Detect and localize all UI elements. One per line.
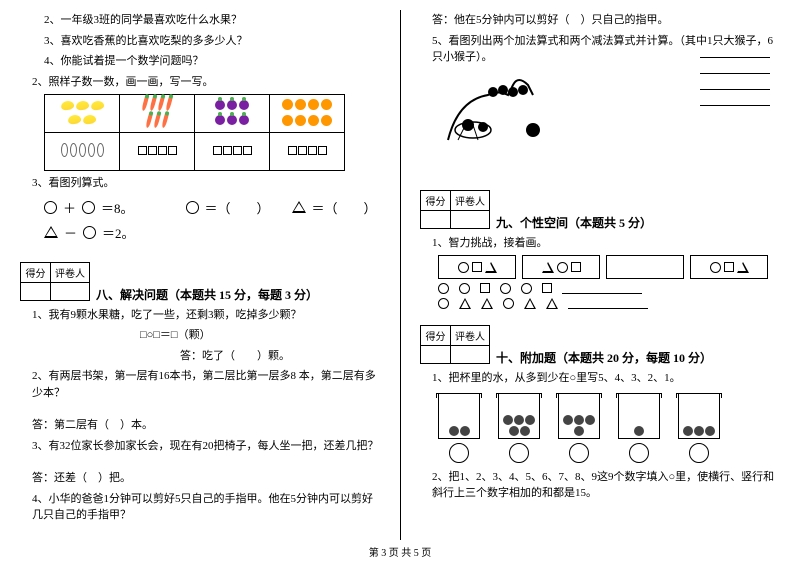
- answer-text: 答：还差（ ）把。: [20, 470, 380, 487]
- triangle-icon: [292, 201, 306, 213]
- problem-text: 3、有32位家长参加家长会，现在有20把椅子，每人坐一把，还差几把？: [20, 438, 380, 455]
- section-title: 十、附加题（本题共 20 分，每题 10 分）: [496, 349, 712, 366]
- monkey-image: [438, 70, 578, 150]
- score-box: 得分评卷人: [20, 262, 90, 301]
- problem-text: 1、智力挑战，接着画。: [420, 235, 780, 252]
- cell-empty-grid: [270, 133, 345, 171]
- question-text: 3、喜欢吃香蕉的比喜欢吃梨的多多少人？: [20, 33, 380, 50]
- cell-empty-grid: [120, 133, 195, 171]
- cell-carrots: [120, 95, 195, 133]
- circle-icon: [186, 201, 199, 214]
- equation-blank: □○□＝□（颗）: [20, 327, 380, 344]
- score-box: 得分评卷人: [420, 190, 490, 229]
- left-column: 2、一年级3班的同学最喜欢吃什么水果？ 3、喜欢吃香蕉的比喜欢吃梨的多多少人？ …: [0, 0, 400, 540]
- pattern-row: [438, 255, 780, 279]
- problem-text: 2、有两层书架，第一层有16本书，第二层比第一层多8 本，第二层有多少本？: [20, 368, 380, 401]
- cup-item: [618, 393, 660, 463]
- section-title: 九、个性空间（本题共 5 分）: [496, 214, 652, 231]
- triangle-icon: [44, 226, 58, 238]
- cup-item: [558, 393, 600, 463]
- cell-empty-grid: [195, 133, 270, 171]
- question-text: 4、你能试着提一个数学问题吗？: [20, 53, 380, 70]
- cell-ovals: [45, 133, 120, 171]
- question-text: 2、一年级3班的同学最喜欢吃什么水果？: [20, 12, 380, 29]
- problem-text: 1、把杯里的水，从多到少在○里写5、4、3、2、1。: [420, 370, 780, 387]
- cup-row: [438, 393, 780, 463]
- right-column: 答：他在5分钟内可以剪好（ ）只自己的指甲。 5、看图列出两个加法算式和两个减法…: [400, 0, 800, 540]
- circle-icon: [44, 201, 57, 214]
- circle-icon: [82, 201, 95, 214]
- answer-text: 答：吃了（ ）颗。: [20, 348, 380, 365]
- question-text: 3、看图列算式。: [20, 175, 380, 192]
- problem-text: 1、我有9颗水果糖，吃了一些，还剩3颗，吃掉多少颗？: [20, 307, 380, 324]
- cup-item: [438, 393, 480, 463]
- cell-beets: [195, 95, 270, 133]
- answer-text: 答：他在5分钟内可以剪好（ ）只自己的指甲。: [420, 12, 780, 29]
- answer-text: 答：第二层有（ ）本。: [20, 417, 380, 434]
- equation-row: ＋ ＝8。 ＝（ ） ＝（ ）: [44, 198, 380, 217]
- section-title: 八、解决问题（本题共 15 分，每题 3 分）: [96, 286, 318, 303]
- circle-icon: [83, 226, 96, 239]
- cell-lemons: [45, 95, 120, 133]
- column-divider: [400, 10, 401, 540]
- shape-row: [438, 298, 780, 309]
- problem-text: 4、小华的爸爸1分钟可以剪好5只自己的手指甲。他在5分钟内可以剪好几只自己的手指…: [20, 491, 380, 524]
- page-footer: 第 3 页 共 5 页: [0, 544, 800, 559]
- cell-oranges: [270, 95, 345, 133]
- cup-item: [678, 393, 720, 463]
- fruit-table: [44, 94, 345, 171]
- problem-text: 2、把1、2、3、4、5、6、7、8、9这9个数字填入○里，使横行、竖行和斜行上…: [420, 469, 780, 502]
- equation-row: － ＝2。: [44, 223, 380, 242]
- cup-item: [498, 393, 540, 463]
- answer-lines: [700, 46, 770, 110]
- shape-row: [438, 283, 780, 294]
- score-box: 得分评卷人: [420, 325, 490, 364]
- question-text: 2、照样子数一数，画一画，写一写。: [20, 74, 380, 91]
